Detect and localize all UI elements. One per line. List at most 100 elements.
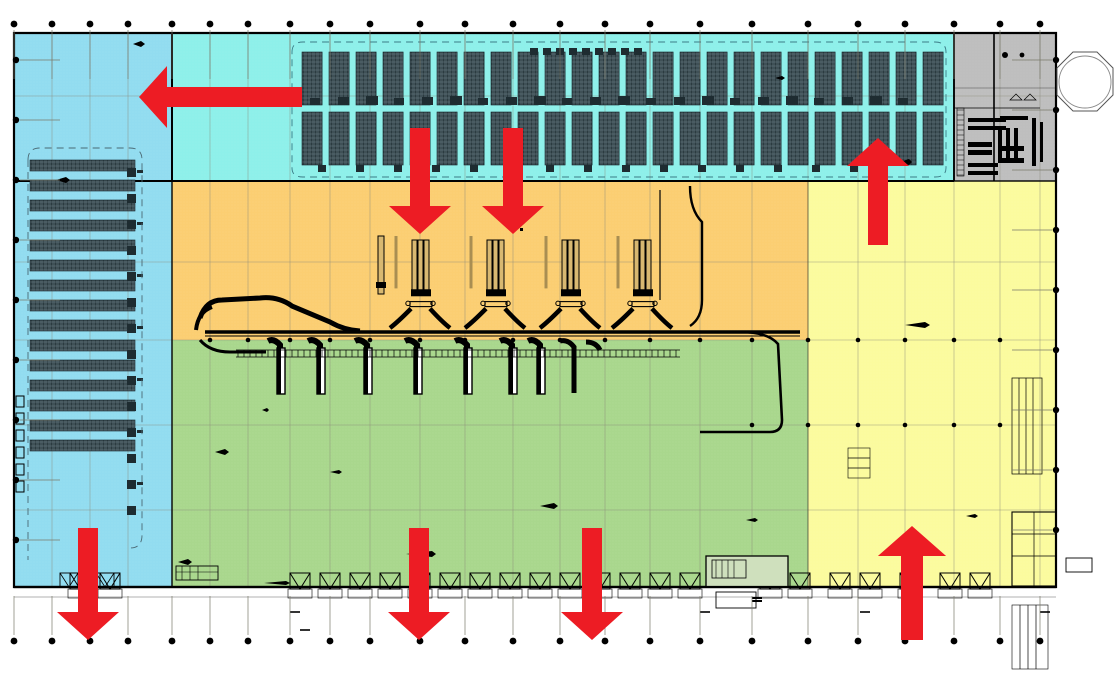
- grid-column-marker: [950, 637, 958, 645]
- dock-door[interactable]: [317, 572, 343, 599]
- pallet-marker-top: [569, 48, 577, 55]
- pallet-stack-marker: [127, 246, 136, 255]
- flow-arrow-dock-down-west[interactable]: [57, 528, 119, 640]
- horizontal-pallet-racks-west: [29, 159, 136, 452]
- dock-door[interactable]: [347, 572, 373, 599]
- flow-arrow-west-horizontal[interactable]: [139, 66, 302, 128]
- flow-arrow-east-up[interactable]: [847, 138, 909, 245]
- dock-door[interactable]: [827, 572, 853, 599]
- rack-bay-upper: [463, 51, 485, 106]
- pallet-stack-marker: [127, 428, 136, 437]
- dock-door[interactable]: [437, 572, 463, 599]
- west-wall-unit: [15, 463, 25, 476]
- rack-bay-lower: [679, 111, 701, 166]
- rack-bay-lower: [733, 111, 755, 166]
- rack-row: [29, 359, 136, 372]
- south-wall-line: [14, 585, 1056, 598]
- pallet-marker: [478, 98, 488, 105]
- material-flow-arrows[interactable]: [57, 66, 947, 640]
- grid-column-marker: [286, 637, 294, 645]
- pallet-marker-lower: [546, 165, 554, 172]
- west-wall-unit: [15, 429, 25, 442]
- pallet-marker-top: [634, 48, 642, 55]
- rack-row: [29, 439, 136, 452]
- north-pallet-markers: [310, 48, 908, 172]
- grid-column-marker: [804, 20, 812, 28]
- pallet-stack-tail: [137, 482, 143, 485]
- pallet-stack-tail: [137, 222, 143, 225]
- grid-column-marker: [646, 637, 654, 645]
- pallet-marker: [590, 97, 601, 105]
- sortation-chute-unit[interactable]: [463, 236, 527, 330]
- dock-door[interactable]: [647, 572, 673, 599]
- dock-door[interactable]: [527, 572, 553, 599]
- dock-door[interactable]: [617, 572, 643, 599]
- rack-bay-lower: [787, 111, 809, 166]
- grid-column-marker: [696, 637, 704, 645]
- rack-bay-upper: [706, 51, 728, 106]
- drop-chute: [403, 337, 423, 395]
- sortation-chute-unit[interactable]: [610, 236, 674, 330]
- grid-column-marker: [854, 637, 862, 645]
- dock-door[interactable]: [497, 572, 523, 599]
- grid-intersection-dot: [647, 337, 653, 343]
- dock-door[interactable]: [937, 572, 963, 599]
- dock-door[interactable]: [787, 572, 813, 599]
- pallet-stack-marker: [127, 506, 136, 515]
- plan-detail-mark: [178, 559, 192, 565]
- pallet-stack-marker: [127, 376, 136, 385]
- grid-column-marker: [901, 20, 909, 28]
- grid-column-marker-east: [1052, 466, 1060, 474]
- rack-bay-lower: [436, 111, 458, 166]
- pallet-marker-lower: [622, 165, 630, 172]
- flow-arrow-north-down-b[interactable]: [482, 128, 544, 234]
- mechanical-equipment-bars: [968, 116, 1043, 175]
- west-wall-unit: [15, 395, 25, 408]
- west-pallet-stack-markers: [15, 168, 143, 515]
- pallet-marker-lower: [584, 165, 592, 172]
- grid-column-marker: [804, 637, 812, 645]
- pallet-marker-top: [595, 48, 603, 55]
- sortation-chute-unit[interactable]: [388, 236, 452, 330]
- pallet-marker-lower: [356, 165, 364, 172]
- pallet-marker-top: [543, 48, 551, 55]
- dock-door[interactable]: [377, 572, 403, 599]
- dock-door[interactable]: [857, 572, 883, 599]
- dock-door[interactable]: [967, 572, 993, 599]
- drop-chute: [498, 337, 518, 395]
- grid-column-marker: [1036, 20, 1044, 28]
- grid-column-marker-east: [1052, 286, 1060, 294]
- pallet-marker: [814, 98, 824, 105]
- pallet-marker: [870, 96, 882, 105]
- plan-detail-mark: [262, 408, 269, 412]
- pallet-stack-tail: [137, 326, 143, 329]
- pallet-stack-marker: [127, 480, 136, 489]
- grid-intersection-dot: [207, 337, 213, 343]
- pallet-stack-tail: [137, 170, 143, 173]
- rack-bay-upper: [922, 51, 944, 106]
- dock-door[interactable]: [467, 572, 493, 599]
- pallet-marker: [646, 98, 656, 105]
- flow-arrow-dock-down-b[interactable]: [561, 528, 623, 640]
- grid-intersection-dot: [462, 337, 468, 343]
- grid-column-marker: [416, 20, 424, 28]
- rack-row: [29, 399, 136, 412]
- green-outbound-staging-zone-texture: [172, 340, 808, 587]
- pallet-marker: [758, 97, 769, 105]
- dock-door[interactable]: [287, 572, 313, 599]
- grid-column-marker: [646, 20, 654, 28]
- grid-intersection-dot: [997, 422, 1003, 428]
- rack-row: [29, 239, 136, 252]
- pallet-marker-lower: [394, 165, 402, 172]
- rack-bay-upper: [490, 51, 512, 106]
- flow-arrow-north-down-a[interactable]: [389, 128, 451, 234]
- grid-column-marker-east: [1052, 346, 1060, 354]
- vertical-pallet-racks-north: [301, 51, 944, 166]
- grid-intersection-dot: [749, 337, 755, 343]
- dock-door[interactable]: [677, 572, 703, 599]
- pallet-marker: [422, 97, 433, 105]
- flow-arrow-dock-up-east[interactable]: [877, 526, 947, 640]
- sortation-chute-unit[interactable]: [538, 236, 602, 330]
- flow-arrow-dock-down-a[interactable]: [388, 528, 450, 640]
